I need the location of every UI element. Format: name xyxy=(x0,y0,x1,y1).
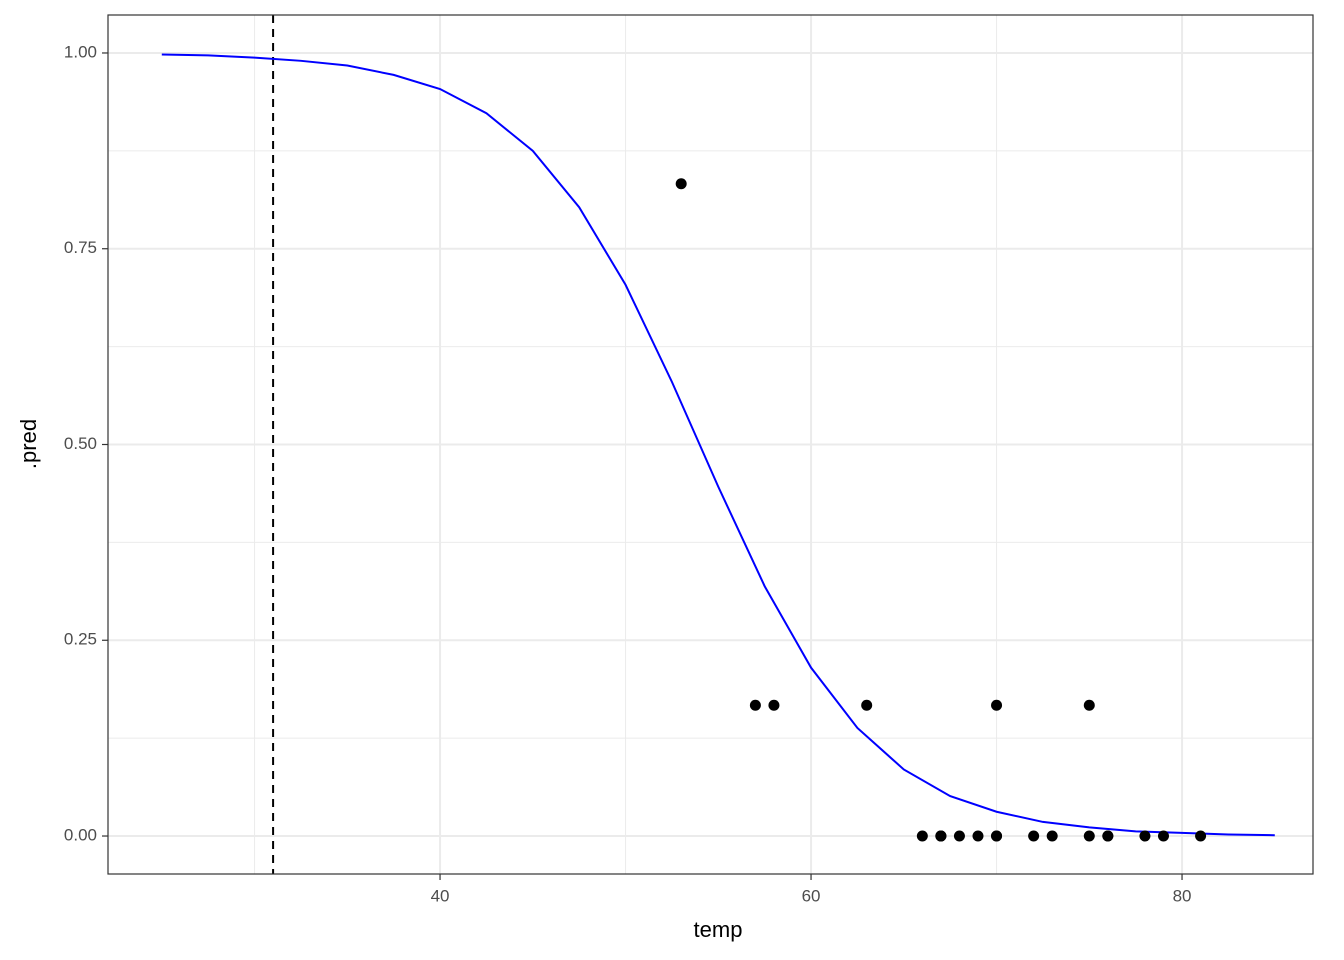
y-tick-label: 0.50 xyxy=(64,434,97,453)
point xyxy=(972,830,984,842)
point xyxy=(991,830,1003,842)
y-tick-label: 0.75 xyxy=(64,238,97,257)
y-tick-label: 0.00 xyxy=(64,826,97,845)
point xyxy=(749,699,761,711)
point xyxy=(1083,699,1095,711)
y-axis-title: .pred xyxy=(16,419,41,469)
point xyxy=(1102,830,1114,842)
x-axis-title: temp xyxy=(694,917,743,942)
x-tick-label: 40 xyxy=(431,886,450,905)
x-tick-label: 80 xyxy=(1173,886,1192,905)
point xyxy=(953,830,965,842)
point xyxy=(861,699,873,711)
point xyxy=(1083,830,1095,842)
point xyxy=(768,699,780,711)
point xyxy=(1028,830,1040,842)
point xyxy=(1046,830,1058,842)
point xyxy=(916,830,928,842)
point xyxy=(935,830,947,842)
plot-border xyxy=(107,14,1314,875)
curve xyxy=(161,53,1275,837)
x-tick-label: 60 xyxy=(802,886,821,905)
y-tick-label: 0.25 xyxy=(64,630,97,649)
point xyxy=(1195,830,1207,842)
point xyxy=(675,178,687,190)
point xyxy=(1139,830,1151,842)
point xyxy=(1157,830,1169,842)
y-tick-label: 1.00 xyxy=(64,42,97,61)
point xyxy=(991,699,1003,711)
